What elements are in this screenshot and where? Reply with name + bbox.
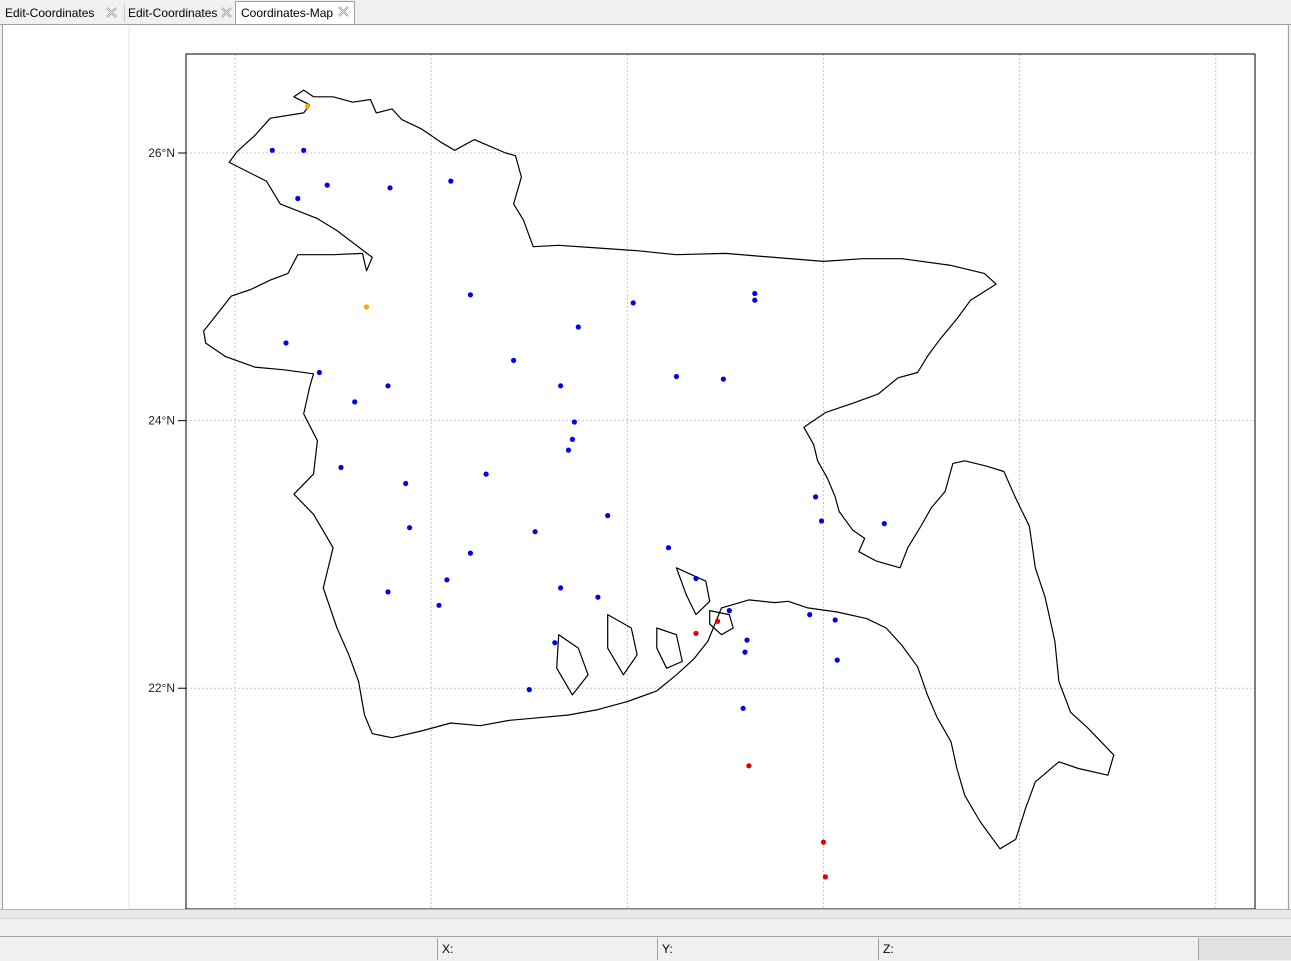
x-readout: X: <box>437 938 657 960</box>
station-point-blue[interactable] <box>605 513 611 519</box>
station-point-blue[interactable] <box>565 447 572 453</box>
country-outline <box>203 89 1115 850</box>
tab-label: Edit-Coordinates <box>128 6 218 20</box>
station-point-blue[interactable] <box>316 369 322 376</box>
station-points <box>269 103 887 880</box>
horizontal-scrollbar[interactable] <box>0 909 1291 919</box>
station-point-red[interactable] <box>715 618 721 624</box>
station-point-blue[interactable] <box>338 464 344 471</box>
station-point-blue[interactable] <box>744 637 750 643</box>
tick-label: 24°N <box>148 414 175 428</box>
station-point-blue[interactable] <box>742 649 748 655</box>
station-point-blue[interactable] <box>673 373 680 380</box>
station-point-blue[interactable] <box>444 577 450 583</box>
station-point-blue[interactable] <box>834 657 840 663</box>
station-point-blue[interactable] <box>693 575 699 582</box>
station-point-blue[interactable] <box>752 297 758 303</box>
station-point-blue[interactable] <box>807 612 813 618</box>
station-point-blue[interactable] <box>569 436 576 442</box>
close-icon[interactable] <box>220 6 233 19</box>
country-border <box>203 89 1115 850</box>
y-axis-ticks: 26°N 24°N 22°N <box>148 146 186 695</box>
station-point-blue[interactable] <box>740 705 746 711</box>
station-point-blue[interactable] <box>552 640 558 646</box>
station-point-blue[interactable] <box>595 594 601 600</box>
station-point-blue[interactable] <box>630 300 636 306</box>
station-point-red[interactable] <box>693 630 699 637</box>
station-point-blue[interactable] <box>436 602 442 608</box>
station-point-blue[interactable] <box>483 471 489 477</box>
island-outline <box>675 567 711 616</box>
station-point-blue[interactable] <box>832 617 838 623</box>
station-point-blue[interactable] <box>269 147 275 153</box>
station-point-blue[interactable] <box>881 521 887 527</box>
station-point-blue[interactable] <box>407 525 413 531</box>
station-point-blue[interactable] <box>295 195 301 202</box>
station-point-blue[interactable] <box>387 185 393 191</box>
tab-separator <box>124 4 125 22</box>
gridlines <box>186 54 1255 909</box>
station-point-orange[interactable] <box>363 304 370 310</box>
station-point-blue[interactable] <box>575 324 581 330</box>
station-point-blue[interactable] <box>352 399 358 405</box>
island-outline <box>607 614 638 676</box>
station-point-blue[interactable] <box>526 687 532 693</box>
station-point-blue[interactable] <box>511 357 517 363</box>
station-point-blue[interactable] <box>385 383 391 389</box>
island-outline <box>556 634 589 696</box>
tab-label: Edit-Coordinates <box>5 6 95 20</box>
station-point-blue[interactable] <box>571 419 578 425</box>
station-point-red[interactable] <box>822 874 829 880</box>
coordinates-map[interactable]: 26°N 24°N 22°N <box>3 25 1288 909</box>
island-outline <box>709 610 734 636</box>
station-point-blue[interactable] <box>752 290 758 297</box>
close-icon[interactable] <box>337 5 350 18</box>
station-point-blue[interactable] <box>467 550 473 556</box>
station-point-blue[interactable] <box>813 494 819 500</box>
z-readout: Z: <box>878 938 1123 960</box>
station-point-red[interactable] <box>820 839 827 845</box>
station-point-blue[interactable] <box>385 589 391 595</box>
station-point-blue[interactable] <box>532 529 538 535</box>
tick-label: 26°N <box>148 146 175 160</box>
plot-frame <box>185 53 1256 909</box>
station-point-blue[interactable] <box>665 545 672 551</box>
island-outline <box>656 627 683 669</box>
station-point-orange[interactable] <box>305 103 311 109</box>
station-point-blue[interactable] <box>467 292 473 298</box>
map-panel: 26°N 24°N 22°N <box>2 25 1289 909</box>
station-point-blue[interactable] <box>324 182 330 188</box>
y-readout: Y: <box>657 938 878 960</box>
close-icon[interactable] <box>105 6 118 19</box>
station-point-blue[interactable] <box>448 178 454 184</box>
tab-edit-coordinates-2[interactable]: Edit-Coordinates <box>123 2 235 24</box>
station-point-blue[interactable] <box>283 340 289 346</box>
tab-label: Coordinates-Map <box>241 6 334 20</box>
status-extra <box>1198 938 1291 960</box>
tick-label: 22°N <box>148 681 175 695</box>
station-point-blue[interactable] <box>403 480 409 487</box>
station-point-blue[interactable] <box>720 376 727 382</box>
station-point-blue[interactable] <box>301 147 307 153</box>
station-point-blue[interactable] <box>558 585 564 591</box>
status-message <box>0 938 437 960</box>
station-point-blue[interactable] <box>726 608 732 614</box>
status-bar: X: Y: Z: <box>0 936 1291 961</box>
station-point-blue[interactable] <box>818 518 825 524</box>
tab-edit-coordinates-1[interactable]: Edit-Coordinates <box>0 2 123 24</box>
tab-bar: Edit-Coordinates Edit-Coordinates Coordi… <box>0 0 1291 25</box>
station-point-red[interactable] <box>746 763 752 769</box>
station-point-blue[interactable] <box>558 383 564 389</box>
tab-coordinates-map[interactable]: Coordinates-Map <box>235 1 355 24</box>
map-canvas <box>128 25 1288 909</box>
